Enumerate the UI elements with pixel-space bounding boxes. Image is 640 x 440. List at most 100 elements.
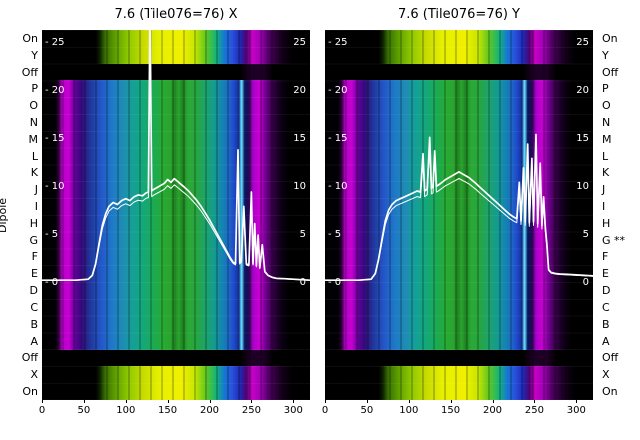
x-tick-mark bbox=[167, 400, 169, 403]
heatmap-band-edge bbox=[42, 30, 310, 64]
panel-y: 7.6 (Tile076=76) Y - 25 25 - 20 20 - 15 15 - 1… bbox=[321, 0, 594, 440]
heatmap-band-off bbox=[42, 349, 310, 367]
x-tick-mark bbox=[366, 400, 368, 403]
dipole-row-label: C bbox=[602, 300, 610, 314]
dipole-row-label: C bbox=[30, 300, 38, 314]
y-tick-label-inner-right: 10 bbox=[576, 181, 589, 193]
dipole-row-label: Off bbox=[602, 65, 619, 79]
dipole-row-label: A bbox=[602, 334, 610, 348]
dipole-row-label: G ** bbox=[602, 233, 626, 247]
dipole-row-label: L bbox=[31, 149, 38, 163]
dipole-row-label: J bbox=[34, 183, 38, 197]
y-tick-label-inner-left: - 5 bbox=[45, 229, 59, 241]
heatmap-band-main bbox=[325, 80, 593, 350]
y-tick-label-inner-left: - 15 bbox=[45, 133, 65, 145]
x-tick-label: 150 bbox=[441, 405, 461, 416]
x-tick-label: 0 bbox=[321, 405, 329, 416]
heatmap-band-off bbox=[42, 63, 310, 81]
dipole-row-label: X bbox=[602, 368, 610, 382]
dipole-row-label: E bbox=[31, 267, 38, 281]
y-tick-label-inner-left: - 25 bbox=[45, 37, 65, 49]
dipole-row-label: G bbox=[29, 233, 38, 247]
y-tick-label-inner-left: - 10 bbox=[45, 181, 65, 193]
x-tick-mark bbox=[576, 400, 578, 403]
y-tick-label-inner-left: - 20 bbox=[328, 85, 348, 97]
heatmap-band-edge bbox=[325, 30, 593, 64]
dipole-row-label: D bbox=[602, 284, 611, 298]
dipole-row-label: Off bbox=[21, 65, 38, 79]
dipole-row-label: O bbox=[602, 99, 611, 113]
x-tick-label: 200 bbox=[482, 405, 503, 416]
x-tick-label: 200 bbox=[199, 405, 220, 416]
x-tick-label: 50 bbox=[360, 405, 374, 416]
dipole-row-label: On bbox=[22, 384, 38, 398]
heatmap-band-edge bbox=[325, 366, 593, 400]
y-tick-label-inner-right: 5 bbox=[582, 229, 589, 241]
y-tick-label-inner-left: - 0 bbox=[45, 277, 59, 289]
dipole-row-label: A bbox=[30, 334, 38, 348]
dipole-row-label: I bbox=[34, 200, 38, 214]
heatmap-band-main bbox=[42, 80, 310, 350]
x-tick-mark bbox=[293, 400, 295, 403]
x-axis-ticks-y: 0 50 100 150 200 250 300 bbox=[321, 400, 593, 422]
dipole-row-label: Off bbox=[21, 351, 38, 365]
dipole-row-label: L bbox=[602, 149, 609, 163]
dipole-row-label: M bbox=[28, 132, 39, 146]
y-tick-label-inner-right: 0 bbox=[299, 277, 306, 289]
dipole-row-label: X bbox=[30, 368, 38, 382]
x-tick-mark bbox=[209, 400, 211, 403]
y-tick-label-inner-left: - 5 bbox=[328, 229, 342, 241]
y-tick-label-inner-right: 25 bbox=[293, 37, 306, 49]
plot-title-y: 7.6 (Tile076=76) Y bbox=[397, 7, 521, 22]
dipole-row-label: I bbox=[602, 200, 606, 214]
x-tick-label: 300 bbox=[283, 405, 303, 416]
dipole-row-label: O bbox=[29, 99, 38, 113]
y-tick-label-inner-right: 20 bbox=[293, 85, 306, 97]
dipole-row-label: On bbox=[602, 384, 618, 398]
dipole-row-label: P bbox=[31, 82, 38, 96]
dipole-row-label: On bbox=[602, 31, 618, 45]
x-tick-mark bbox=[325, 400, 326, 403]
y-tick-label-inner-right: 15 bbox=[576, 133, 589, 145]
x-tick-label: 0 bbox=[38, 405, 46, 416]
x-tick-mark bbox=[251, 400, 253, 403]
y-tick-label-inner-left: - 10 bbox=[328, 181, 348, 193]
overlay-line-x bbox=[42, 4, 311, 282]
x-tick-label: 100 bbox=[399, 405, 419, 416]
x-tick-mark bbox=[408, 400, 410, 403]
dipole-row-label: On bbox=[22, 31, 38, 45]
x-tick-label: 250 bbox=[524, 405, 544, 416]
y-tick-label-inner-right: 5 bbox=[299, 229, 306, 241]
overlay-line-y bbox=[325, 133, 594, 282]
dipole-row-label: K bbox=[602, 166, 610, 180]
y-tick-label-inner-left: - 20 bbox=[45, 85, 65, 97]
x-tick-mark bbox=[125, 400, 127, 403]
panel-x: 7.6 (Tile076=76) X - 25 25 - 20 20 - 15 15 - 1… bbox=[38, 0, 311, 440]
dipole-row-label: N bbox=[29, 115, 38, 129]
x-tick-label: 100 bbox=[116, 405, 136, 416]
y-axis-label-text: Dipole bbox=[0, 197, 10, 233]
y-tick-label-inner-right: 15 bbox=[293, 133, 306, 145]
x-tick-mark bbox=[450, 400, 452, 403]
dipole-labels-left: On Y Off P O N M L K J I H G F E D C B A Off X On bbox=[10, 30, 38, 400]
heatmap-band-off bbox=[325, 63, 593, 81]
dipole-row-label: M bbox=[602, 132, 612, 146]
x-axis-ticks-x: 0 50 100 150 200 250 300 bbox=[38, 400, 310, 422]
x-tick-label: 300 bbox=[566, 405, 586, 416]
heatmap-plot-y: - 25 25 - 20 20 - 15 15 - 10 10 - 5 5 - 0 0 bbox=[325, 30, 594, 400]
dipole-labels-right: On Y Off P O N M L K J I H G ** F E D C B A Off X On bbox=[602, 30, 639, 400]
dipole-row-label: F bbox=[602, 250, 609, 264]
dipole-row-label: Y bbox=[602, 48, 609, 62]
x-tick-label: 50 bbox=[77, 405, 91, 416]
x-tick-mark bbox=[42, 400, 43, 403]
y-tick-label-inner-left: - 25 bbox=[328, 37, 348, 49]
dipole-row-label: H bbox=[602, 216, 611, 230]
dipole-row-label: K bbox=[30, 166, 38, 180]
y-tick-label-inner-right: 10 bbox=[293, 181, 306, 193]
heatmap-plot-x: - 25 25 - 20 20 - 15 15 - 10 10 - 5 5 - 0 0 bbox=[42, 4, 311, 400]
dipole-row-label: J bbox=[602, 183, 606, 197]
dipole-row-label: F bbox=[31, 250, 38, 264]
x-tick-mark bbox=[534, 400, 536, 403]
y-tick-label-inner-left: - 0 bbox=[328, 277, 342, 289]
